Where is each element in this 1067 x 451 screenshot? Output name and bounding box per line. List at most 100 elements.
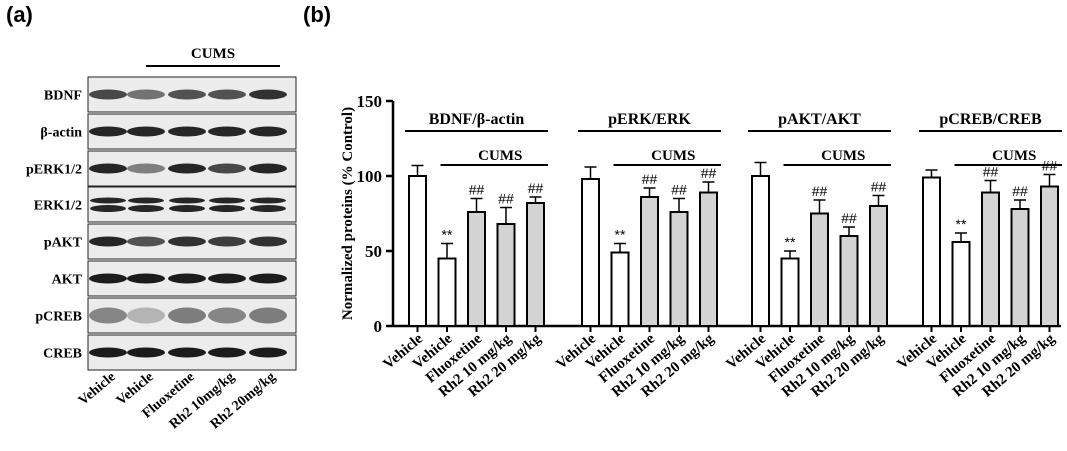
group-title: pERK/ERK (608, 111, 691, 128)
significance-mark: ** (956, 216, 967, 232)
bar (581, 178, 600, 327)
x-tick-label: Fluoxetine (423, 331, 485, 387)
blot-row-1: β-actin (40, 113, 297, 150)
blot-row-label: BDNF (44, 89, 82, 104)
blot-band (249, 89, 287, 100)
blot-band (89, 163, 127, 174)
y-tick-label: 50 (365, 242, 382, 261)
blot-row-label: pERK1/2 (26, 163, 82, 178)
significance-mark: ** (785, 234, 796, 250)
blot-band (169, 197, 205, 204)
bar (922, 176, 941, 327)
bar (467, 211, 486, 327)
significance-mark: ## (671, 182, 687, 198)
blot-band (250, 205, 286, 212)
blot-band (128, 205, 164, 212)
blot-band (208, 273, 246, 284)
x-tick-label: Rh2 20 mg/kg (465, 330, 544, 400)
blot-band (90, 197, 126, 204)
panel-a-label: (a) (6, 2, 33, 27)
bar (496, 223, 516, 327)
blot-band (127, 347, 165, 358)
bar-group-3: pCREB/CREB CUMS Vehicle ** Vehicle ## Fluoxeti… (894, 111, 1062, 400)
blot-band (89, 273, 127, 284)
blot-band (89, 236, 127, 247)
significance-mark: ## (871, 179, 887, 195)
group-title: pAKT/AKT (778, 111, 861, 128)
x-tick-label: Vehicle (380, 331, 426, 373)
blot-row-label: CREB (43, 347, 82, 362)
blot-band (249, 273, 287, 284)
blot-band (249, 163, 287, 174)
blot-band (127, 236, 165, 247)
blot-background (87, 186, 297, 223)
group-title: pCREB/CREB (939, 111, 1042, 128)
blot-row-7: CREB (43, 334, 297, 371)
y-tick-label: 150 (357, 92, 383, 111)
blot-band (89, 126, 127, 137)
bar (610, 251, 630, 327)
blot-band (89, 89, 127, 100)
blot-band (208, 236, 246, 247)
bar (437, 257, 457, 327)
x-tick-label: Rh2 20 mg/kg (808, 330, 887, 400)
blot-band (168, 126, 206, 137)
blot-band (168, 347, 206, 358)
y-axis-label: Normalized proteins (% Control) (340, 107, 356, 320)
panel-b-label: (b) (303, 2, 332, 27)
blot-band (168, 236, 206, 247)
blot-row-4: pAKT (44, 223, 297, 260)
significance-mark: ## (812, 183, 828, 199)
blot-band (208, 89, 246, 100)
cums-label: CUMS (191, 46, 235, 62)
blot-lane-label: Vehicle (76, 370, 119, 409)
bar (869, 205, 888, 327)
blot-band (208, 126, 246, 137)
x-tick-label: Rh2 10 mg/kg (609, 330, 688, 400)
x-tick-label: Vehicle (894, 331, 940, 373)
blot-band (90, 205, 126, 212)
blot-band (209, 205, 245, 212)
cums-label: CUMS (992, 148, 1036, 164)
x-tick-label: Vehicle (723, 331, 769, 373)
blot-band (89, 347, 127, 358)
blot-band (208, 163, 246, 174)
blot-band (89, 307, 127, 324)
x-tick-label: Vehicle (410, 331, 456, 373)
blot-row-label: ERK1/2 (34, 199, 82, 214)
significance-mark: ## (983, 164, 999, 180)
blot-band (127, 126, 165, 137)
blot-row-3: ERK1/2 (34, 186, 297, 223)
blot-band (128, 197, 164, 204)
blot-band (208, 347, 246, 358)
x-tick-label: Vehicle (753, 331, 799, 373)
significance-mark: ## (528, 180, 544, 196)
bar (1040, 185, 1059, 327)
bar (669, 211, 689, 327)
bar-group-1: pERK/ERK CUMS Vehicle ** Vehicle ## Fluoxetine… (553, 111, 721, 400)
blot-row-label: AKT (52, 273, 83, 288)
x-tick-label: Rh2 10 mg/kg (779, 330, 858, 400)
x-tick-label: Rh2 20 mg/kg (979, 330, 1058, 400)
bar (1010, 208, 1030, 327)
blot-row-0: BDNF (44, 76, 297, 113)
blot-band (249, 347, 287, 358)
blot-row-label: pAKT (44, 236, 83, 251)
x-tick-label: Rh2 20 mg/kg (638, 330, 717, 400)
bar (699, 191, 718, 327)
significance-mark: ## (841, 210, 857, 226)
blot-band (209, 197, 245, 204)
y-tick-label: 100 (357, 167, 383, 186)
cums-label: CUMS (651, 148, 695, 164)
blot-band (249, 236, 287, 247)
cums-label: CUMS (821, 148, 865, 164)
blot-band (168, 307, 206, 324)
blot-band (127, 273, 165, 284)
blot-band (127, 163, 165, 174)
x-tick-label: Vehicle (924, 331, 970, 373)
significance-mark: ** (442, 227, 453, 243)
bar (810, 212, 829, 327)
blot-band (168, 163, 206, 174)
blot-row-label: pCREB (35, 310, 82, 325)
blot-band (208, 307, 246, 324)
